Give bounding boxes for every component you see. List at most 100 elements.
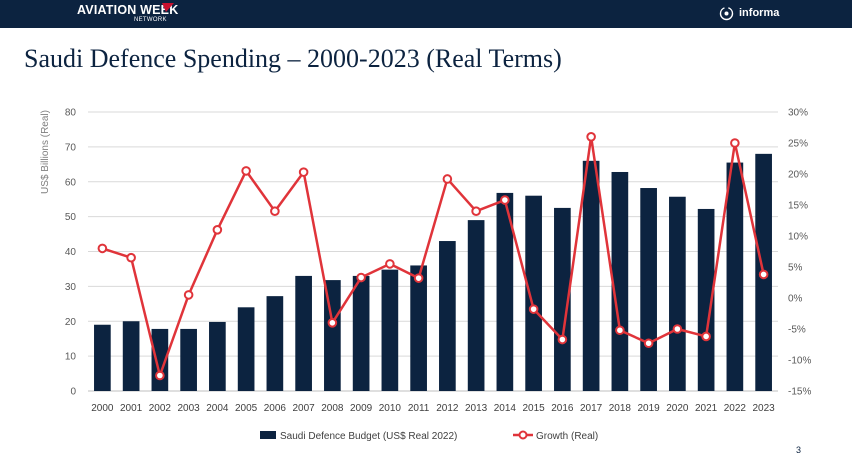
legend-swatch-budget <box>260 431 276 439</box>
y2-tick-label: -5% <box>788 325 806 336</box>
growth-point <box>615 325 625 336</box>
growth-point <box>730 138 740 148</box>
bar <box>381 269 399 391</box>
growth-point <box>327 318 338 328</box>
page-title: Saudi Defence Spending – 2000-2023 (Real… <box>24 44 562 73</box>
y2-tick-label: 5% <box>788 263 803 274</box>
bar <box>582 160 600 391</box>
growth-point <box>528 304 539 314</box>
x-tick-label: 2011 <box>408 403 430 414</box>
x-tick-label: 2010 <box>379 403 402 414</box>
y2-tick-label: 25% <box>788 139 808 150</box>
growth-point <box>356 272 366 283</box>
x-tick-label: 2008 <box>321 403 344 414</box>
legend-swatch-growth-marker <box>518 430 528 440</box>
x-tick-label: 2022 <box>724 403 747 414</box>
y-tick-label: 60 <box>65 177 77 188</box>
bar-series <box>94 153 772 391</box>
y-tick-label: 80 <box>65 108 77 119</box>
bar <box>611 171 629 391</box>
bar <box>697 208 715 391</box>
x-tick-label: 2001 <box>120 403 143 414</box>
x-tick-label: 2005 <box>235 403 258 414</box>
x-tick-label: 2013 <box>465 403 488 414</box>
growth-point <box>442 174 453 184</box>
growth-point <box>471 206 481 216</box>
bar <box>640 188 657 391</box>
bar <box>726 162 744 391</box>
y2-tick-label: -15% <box>788 387 811 398</box>
bar <box>237 307 255 391</box>
x-tick-label: 2021 <box>695 403 718 414</box>
aviation-week-logo-subtext: NETWORK <box>134 17 167 23</box>
y-tick-label: 30 <box>65 282 77 293</box>
growth-point <box>298 167 309 177</box>
bar <box>467 220 485 391</box>
left-axis-ticks: 0 10 20 30 40 50 60 70 80 <box>65 108 77 398</box>
x-tick-label: 2023 <box>753 403 776 414</box>
growth-point <box>758 269 769 280</box>
y-axis-title: US$ Billions (Real) <box>40 110 51 194</box>
y2-tick-label: -10% <box>788 356 811 367</box>
y2-tick-label: 20% <box>788 170 808 181</box>
x-tick-label: 2019 <box>638 403 661 414</box>
bar <box>554 207 571 391</box>
growth-point <box>701 331 711 342</box>
bar <box>439 241 456 391</box>
line-series <box>97 132 769 381</box>
y-tick-label: 0 <box>70 387 76 398</box>
x-tick-label: 2000 <box>91 403 114 414</box>
x-tick-label: 2016 <box>551 403 574 414</box>
growth-point <box>643 338 654 349</box>
x-tick-label: 2017 <box>580 403 603 414</box>
bar <box>669 196 686 391</box>
y-tick-label: 50 <box>65 212 77 223</box>
growth-point <box>500 195 510 205</box>
x-tick-label: 2004 <box>206 403 229 414</box>
aviation-week-swoosh-icon <box>162 3 174 12</box>
x-tick-label: 2012 <box>436 403 459 414</box>
x-axis-ticks: 2000 2001 2002 2003 2004 2005 2006 2007 2008 2009… <box>91 403 775 414</box>
x-tick-label: 2007 <box>293 403 316 414</box>
growth-point <box>97 243 108 254</box>
growth-line <box>101 135 765 377</box>
bar <box>180 328 197 391</box>
growth-point <box>126 252 136 263</box>
x-tick-label: 2020 <box>666 403 689 414</box>
x-tick-label: 2015 <box>523 403 546 414</box>
y2-tick-label: 10% <box>788 232 808 243</box>
right-axis-ticks: -15% -10% -5% 0% 5% 10% 15% 20% 25% 30% <box>788 108 811 398</box>
growth-point <box>270 206 280 216</box>
growth-point <box>155 370 165 381</box>
bar <box>496 192 514 391</box>
growth-point <box>586 132 596 142</box>
bar <box>209 321 226 391</box>
bar <box>94 324 111 391</box>
growth-point <box>557 334 568 345</box>
x-tick-label: 2018 <box>609 403 632 414</box>
x-tick-label: 2003 <box>178 403 201 414</box>
x-tick-label: 2002 <box>149 403 172 414</box>
bar <box>410 265 427 391</box>
bar <box>324 280 341 391</box>
y2-tick-label: 15% <box>788 201 808 212</box>
growth-point <box>212 225 223 235</box>
chart-legend: Saudi Defence Budget (US$ Real 2022) Gro… <box>260 430 598 442</box>
chart-gridlines <box>88 111 778 392</box>
bar <box>295 275 312 391</box>
y2-tick-label: 30% <box>788 108 808 119</box>
x-tick-label: 2009 <box>350 403 373 414</box>
x-tick-label: 2006 <box>264 403 287 414</box>
growth-point <box>241 166 251 176</box>
bar <box>122 321 140 391</box>
informa-logo-icon <box>719 6 734 21</box>
header-bar: AVIATION WEEK NETWORK informa <box>0 0 852 28</box>
y-tick-label: 70 <box>65 142 77 153</box>
growth-point <box>413 273 424 283</box>
y-tick-label: 10 <box>65 352 77 363</box>
growth-point <box>385 259 395 269</box>
bar <box>352 275 370 391</box>
bar <box>525 195 542 391</box>
page-number: 3 <box>796 445 802 455</box>
